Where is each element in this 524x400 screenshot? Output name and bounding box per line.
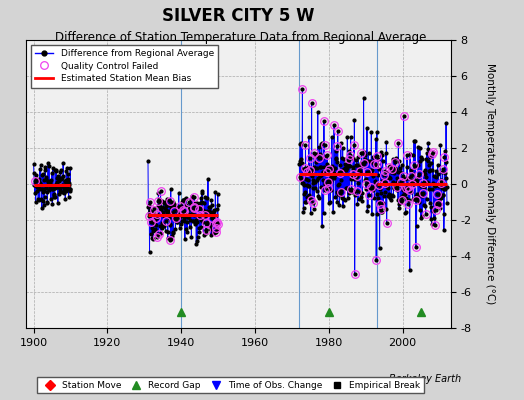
Title: SILVER CITY 5 W: SILVER CITY 5 W [162, 6, 315, 24]
Legend: Difference from Regional Average, Quality Control Failed, Estimated Station Mean: Difference from Regional Average, Qualit… [31, 44, 219, 88]
Text: Berkeley Earth: Berkeley Earth [389, 374, 461, 384]
Y-axis label: Monthly Temperature Anomaly Difference (°C): Monthly Temperature Anomaly Difference (… [485, 63, 495, 305]
Text: Difference of Station Temperature Data from Regional Average: Difference of Station Temperature Data f… [56, 31, 427, 44]
Legend: Station Move, Record Gap, Time of Obs. Change, Empirical Break: Station Move, Record Gap, Time of Obs. C… [37, 377, 424, 394]
